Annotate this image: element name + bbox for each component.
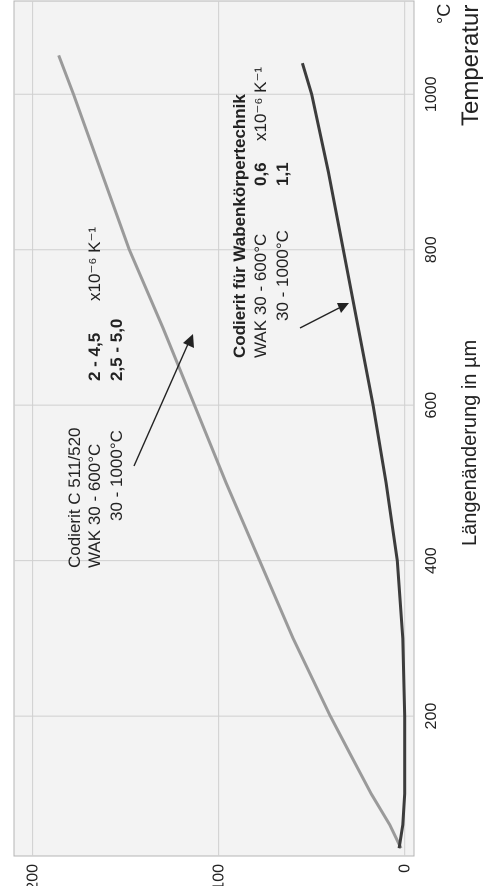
annotation-wabenkoerper: Codierit für Wabenkörpertechnik WAK 30 -… <box>230 67 349 358</box>
annotation-wabenkoerper-line2-value: 1,1 <box>273 162 292 186</box>
x-tick-label-2: 600 <box>423 392 440 419</box>
y-tick-label-2: 200 <box>25 864 42 886</box>
annotation-c511-line1-unit: x10⁻⁶ K⁻¹ <box>85 227 104 301</box>
series-line-1 <box>300 62 407 849</box>
gridlines <box>14 1 414 856</box>
annotation-wabenkoerper-line1-value: 0,6 <box>251 162 270 186</box>
annotation-c511-arrowhead <box>183 334 194 348</box>
annotation-c511-line2-value: 2,5 - 5,0 <box>107 319 126 381</box>
x-tick-label-4: 1000 <box>423 76 440 112</box>
annotation-c511-line1-label: WAK 30 - 600°C <box>85 444 104 568</box>
annotation-wabenkoerper-arrow <box>299 307 340 329</box>
y-tick-label-1: 100 <box>211 864 228 886</box>
annotation-wabenkoerper-title: Codierit für Wabenkörpertechnik <box>230 94 249 358</box>
x-tick-label-0: 200 <box>423 703 440 730</box>
x-tick-label-1: 400 <box>423 547 440 574</box>
annotation-c511-line1-value: 2 - 4,5 <box>85 333 104 381</box>
x-axis-unit: °C <box>434 4 454 24</box>
y-tick-label-0: 0 <box>397 864 414 873</box>
series-lines <box>57 54 407 849</box>
annotation-c511-arrow <box>133 343 189 467</box>
annotation-wabenkoerper-line1-unit: x10⁻⁶ K⁻¹ <box>251 67 270 141</box>
annotation-c511-title: Codierit C 511/520 <box>65 428 84 569</box>
x-tick-label-3: 800 <box>423 236 440 263</box>
tick-labels: 200 400 600 800 1000 0 100 200 <box>25 76 440 886</box>
annotation-c511-line2-label: 30 - 1000°C <box>107 430 126 521</box>
series-line-0 <box>57 54 403 849</box>
annotation-wabenkoerper-line1-label: WAK 30 - 600°C <box>251 234 270 358</box>
y-axis-title: Längenänderung in µm <box>459 340 481 546</box>
rotated-chart: 200 400 600 800 1000 0 100 200 Codierit C 511/5… <box>13 0 484 886</box>
annotation-wabenkoerper-line2-label: 30 - 1000°C <box>273 230 292 321</box>
x-axis-title: Temperatur <box>457 5 484 126</box>
annotation-c511: Codierit C 511/520 WAK 30 - 600°C 2 - 4,… <box>65 227 194 568</box>
plot-area <box>13 0 415 857</box>
annotation-wabenkoerper-arrowhead <box>337 303 349 313</box>
